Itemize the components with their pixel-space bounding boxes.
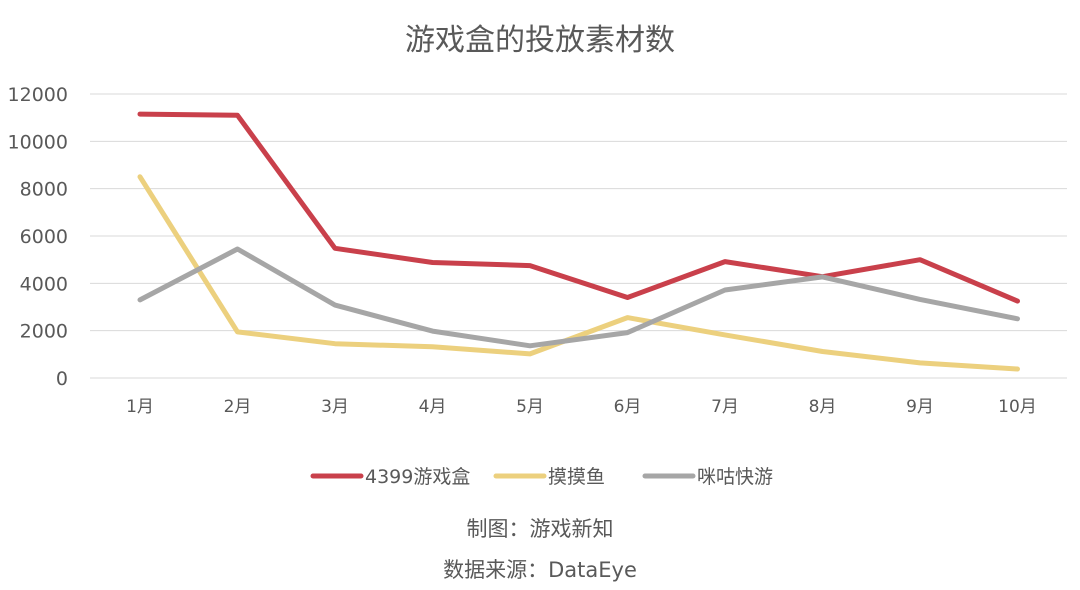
series-lines	[137, 111, 1020, 372]
y-tick-label: 8000	[20, 179, 68, 201]
legend-label-1: 4399游戏盒	[365, 466, 470, 488]
x-tick-label: 10月	[998, 397, 1037, 417]
series-line-2	[137, 174, 1020, 372]
x-tick-label: 4月	[419, 397, 447, 417]
legend: 4399游戏盒 摸摸鱼 咪咕快游	[310, 466, 773, 488]
credit-caption: 制图：游戏新知	[467, 517, 614, 541]
chart-title: 游戏盒的投放素材数	[405, 23, 675, 58]
x-tick-label: 3月	[321, 397, 349, 417]
x-tick-label: 7月	[711, 397, 739, 417]
y-tick-label: 2000	[20, 321, 68, 343]
x-tick-label: 6月	[614, 397, 642, 417]
y-tick-label: 0	[56, 368, 68, 390]
y-tick-label: 4000	[20, 273, 68, 295]
legend-label-3: 咪咕快游	[697, 466, 773, 488]
y-tick-label: 12000	[8, 84, 68, 106]
series-line-1	[137, 111, 1020, 304]
series-line-3	[137, 246, 1020, 349]
y-tick-label: 6000	[20, 226, 68, 248]
x-tick-label: 9月	[906, 397, 934, 417]
x-tick-label: 8月	[809, 397, 837, 417]
x-axis-ticks: 1月 2月 3月 4月 5月 6月 7月 8月 9月 10月	[126, 397, 1037, 417]
x-tick-label: 5月	[516, 397, 544, 417]
y-axis-ticks: 0 2000 4000 6000 8000 10000 12000	[8, 84, 68, 390]
legend-label-2: 摸摸鱼	[548, 466, 605, 488]
y-tick-label: 10000	[8, 131, 68, 153]
x-tick-label: 1月	[126, 397, 154, 417]
x-tick-label: 2月	[224, 397, 252, 417]
source-caption: 数据来源：DataEye	[443, 558, 637, 582]
